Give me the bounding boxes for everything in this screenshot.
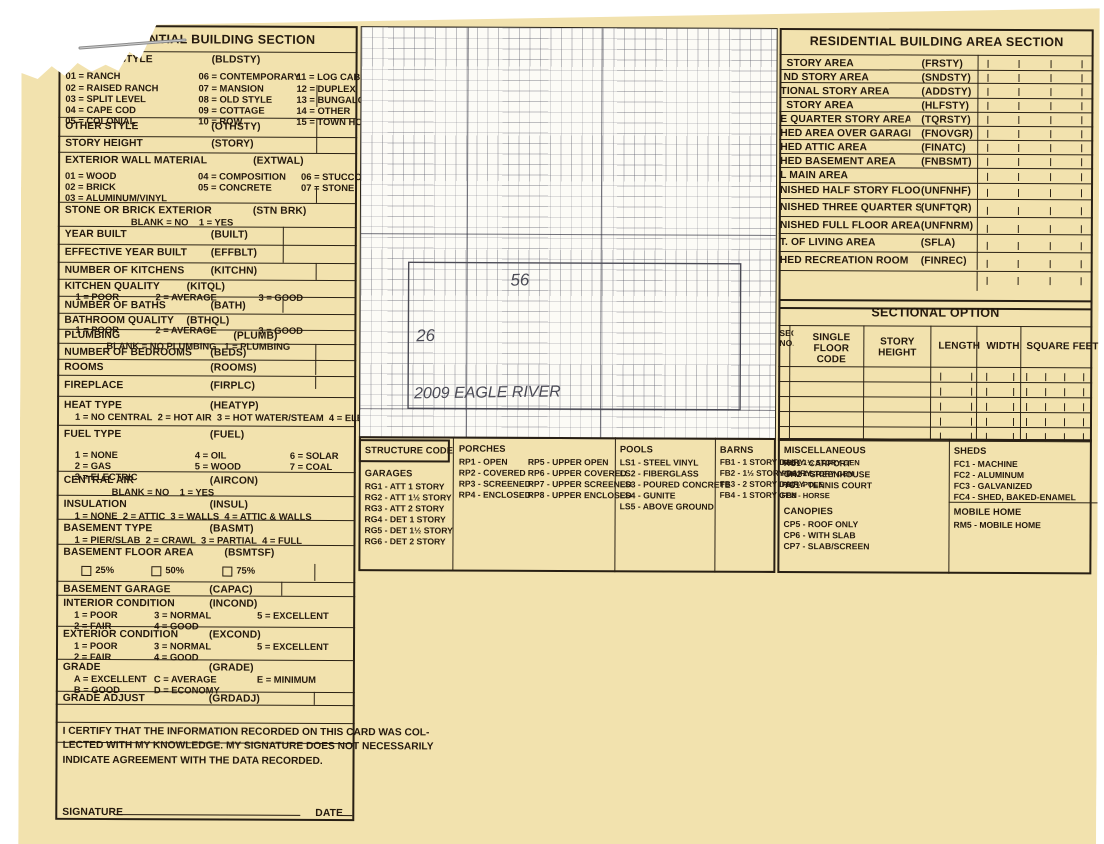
svg-text:2009 EAGLE RIVER: 2009 EAGLE RIVER: [413, 383, 561, 402]
svg-text:56: 56: [510, 270, 530, 290]
svg-text:26: 26: [415, 326, 436, 346]
